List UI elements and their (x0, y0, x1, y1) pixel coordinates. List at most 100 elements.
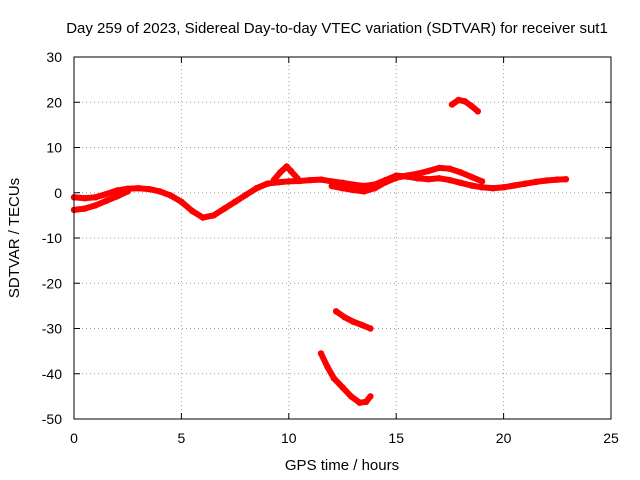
data-point (446, 165, 454, 172)
data-point (307, 176, 314, 184)
data-point (339, 185, 346, 192)
data-point (81, 195, 88, 202)
data-point (448, 101, 456, 108)
data-point (277, 169, 284, 176)
plot-frame (73, 56, 612, 420)
data-point (294, 175, 301, 182)
data-point (455, 96, 462, 104)
data-point (92, 194, 99, 201)
data-point (382, 179, 389, 186)
y-axis-label: SDTVAR / TECUs (6, 178, 23, 298)
data-point (113, 187, 121, 194)
data-point (199, 214, 207, 221)
data-point (264, 180, 271, 187)
data-point (414, 170, 421, 177)
data-point (367, 393, 374, 400)
data-point (436, 164, 443, 172)
data-point (360, 188, 368, 195)
data-point (81, 205, 88, 212)
data-point (317, 176, 325, 183)
data-point (167, 192, 174, 199)
data-point (253, 185, 260, 192)
data-point (287, 167, 295, 175)
data-point (347, 393, 355, 400)
data-point (461, 98, 469, 105)
data-point (328, 178, 335, 185)
y-tick-label: 30 (46, 49, 62, 65)
series-outlier-minus-40 (318, 350, 374, 406)
data-point (468, 102, 475, 110)
data-point (330, 375, 338, 382)
data-point (425, 167, 432, 175)
data-point (328, 182, 335, 190)
y-tick-label: 0 (54, 185, 62, 201)
data-point (92, 202, 99, 209)
data-point (371, 185, 378, 192)
data-point (554, 176, 561, 183)
data-point (393, 174, 400, 181)
x-tick-label: 0 (70, 430, 78, 446)
y-tick-label: -20 (42, 275, 62, 291)
data-point (356, 399, 363, 406)
data-point (350, 186, 357, 194)
data-point (362, 398, 370, 405)
data-point (446, 176, 454, 184)
data-point (468, 182, 475, 189)
data-point (283, 163, 290, 170)
x-axis-label: GPS time / hours (285, 457, 399, 474)
data-point (468, 173, 475, 181)
data-point (478, 178, 486, 185)
data-point (532, 178, 539, 186)
data-point (103, 190, 110, 198)
data-point (341, 314, 348, 321)
data-point (124, 188, 131, 195)
data-point (270, 176, 277, 184)
data-point (403, 172, 411, 179)
data-point (500, 184, 507, 191)
data-point (478, 184, 486, 191)
data-point (332, 308, 340, 315)
data-point (339, 384, 346, 391)
data-point (350, 181, 357, 188)
data-point (367, 325, 374, 332)
data-point (474, 108, 481, 115)
data-point (489, 185, 497, 192)
y-tick-label: -50 (42, 411, 62, 427)
data-point (317, 350, 325, 357)
data-point (358, 321, 365, 329)
y-tick-label: 20 (46, 94, 62, 110)
data-point (457, 169, 464, 176)
data-point (562, 176, 570, 183)
y-tick-label: -30 (42, 321, 62, 337)
x-tick-label: 25 (603, 430, 619, 446)
data-point (457, 179, 464, 186)
x-tick-label: 5 (178, 430, 186, 446)
data-point (156, 188, 164, 195)
y-tick-label: 10 (46, 140, 62, 156)
data-point (324, 363, 331, 371)
series-layer (70, 96, 570, 406)
data-point (231, 198, 239, 205)
data-point (436, 175, 443, 182)
x-tick-label: 15 (388, 430, 404, 446)
data-point (511, 182, 518, 189)
data-point (360, 182, 368, 190)
data-point (188, 207, 196, 215)
y-tick-label: -40 (42, 366, 62, 382)
data-point (242, 191, 249, 199)
ticks-layer: 0 5 10 15 20 25 -50 -40 -30 -20 -10 0 10 20 30 (42, 49, 619, 446)
x-tick-label: 20 (496, 430, 512, 446)
data-point (425, 176, 432, 183)
data-point (135, 185, 142, 192)
data-point (103, 197, 110, 205)
data-point (113, 193, 121, 200)
data-point (210, 212, 217, 219)
x-tick-label: 10 (281, 430, 297, 446)
data-point (285, 178, 292, 185)
data-point (221, 205, 228, 212)
data-point (339, 179, 346, 186)
data-point (178, 198, 185, 205)
data-point (543, 177, 550, 184)
